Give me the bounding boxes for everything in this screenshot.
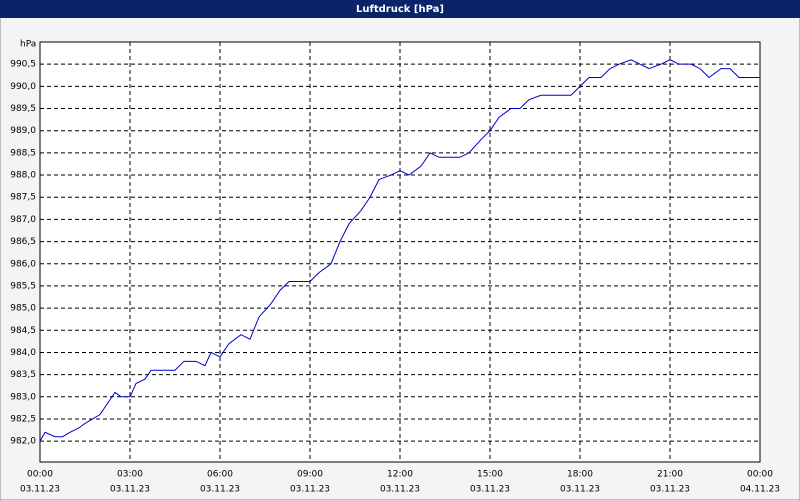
y-tick-label: 986,0 [10,259,36,269]
y-tick-label: 990,5 [10,60,36,70]
chart-title: Luftdruck [hPa] [356,4,444,15]
y-tick-label: 983,5 [10,370,36,380]
y-tick-label: 982,5 [10,414,36,424]
x-tick-date: 03.11.23 [560,485,600,495]
x-tick-date: 03.11.23 [380,485,420,495]
y-tick-label: 984,5 [10,326,36,336]
x-tick-date: 03.11.23 [650,485,690,495]
x-tick-date: 03.11.23 [20,485,60,495]
x-tick-label: 21:00 [657,470,683,480]
x-tick-date: 03.11.23 [200,485,240,495]
y-tick-label: 989,5 [10,104,36,114]
y-tick-label: 987,5 [10,193,36,203]
y-axis-label: hPa [20,40,36,50]
x-tick-label: 18:00 [567,470,593,480]
y-tick-label: 988,5 [10,148,36,158]
x-tick-label: 06:00 [207,470,233,480]
y-tick-label: 986,5 [10,237,36,247]
x-tick-label: 15:00 [477,470,503,480]
y-tick-label: 989,0 [10,126,36,136]
y-tick-label: 982,0 [10,437,36,447]
x-tick-date: 03.11.23 [470,485,510,495]
x-tick-date: 03.11.23 [110,485,150,495]
x-tick-label: 03:00 [117,470,143,480]
y-tick-label: 988,0 [10,171,36,181]
y-tick-label: 990,0 [10,82,36,92]
x-tick-label: 09:00 [297,470,323,480]
x-tick-label: 00:00 [27,470,53,480]
y-tick-label: 985,5 [10,281,36,291]
x-tick-date: 04.11.23 [740,485,780,495]
x-tick-label: 12:00 [387,470,413,480]
x-tick-date: 03.11.23 [290,485,330,495]
title-bar [0,0,800,18]
y-tick-label: 987,0 [10,215,36,225]
y-tick-label: 985,0 [10,304,36,314]
x-tick-label: 00:00 [747,470,773,480]
y-tick-label: 983,0 [10,392,36,402]
y-tick-label: 984,0 [10,348,36,358]
data-line [39,59,760,442]
